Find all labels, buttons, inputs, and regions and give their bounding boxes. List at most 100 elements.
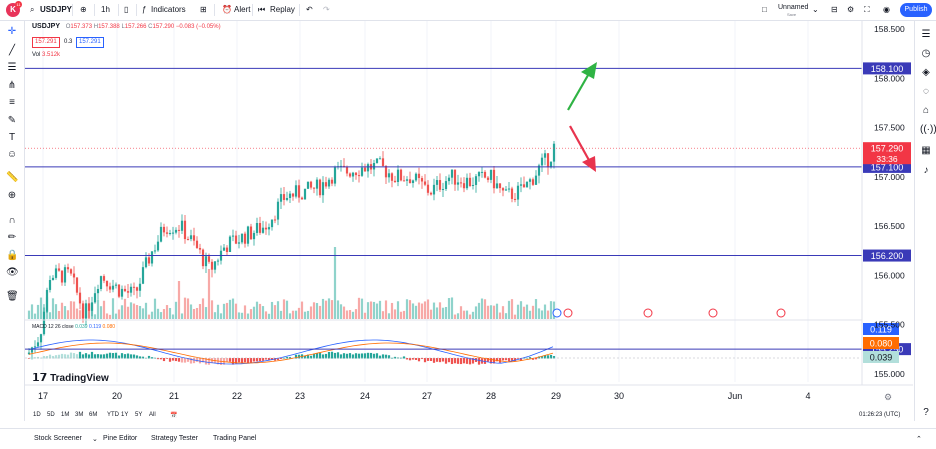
screener-chevron-down-icon[interactable]: ⌄ bbox=[92, 436, 98, 443]
ask-price-box[interactable]: 157.291 bbox=[76, 37, 104, 48]
settings-gear-icon[interactable]: ⚙ bbox=[847, 5, 855, 14]
candle-body bbox=[156, 241, 160, 251]
price-chart[interactable]: 158.100157.100156.200155.250154.250157.2… bbox=[25, 21, 913, 416]
compare-icon[interactable]: ⊕ bbox=[80, 5, 87, 14]
macd-histogram-bar bbox=[261, 358, 265, 361]
candle-type-icon[interactable]: ▯ bbox=[124, 5, 129, 14]
chat-icon[interactable]: ◌ bbox=[923, 86, 929, 97]
range-button-6m[interactable]: 6M bbox=[89, 412, 98, 418]
volume-bar bbox=[438, 302, 442, 319]
lock-drawing-icon[interactable]: ✏ bbox=[7, 232, 17, 243]
range-button-all[interactable]: All bbox=[149, 412, 156, 418]
brush-icon[interactable]: ✎ bbox=[7, 115, 17, 126]
alerts-clock-icon[interactable]: ◷ bbox=[921, 48, 931, 59]
object-tree-icon[interactable]: ◈ bbox=[922, 67, 930, 78]
volume-bar bbox=[366, 302, 370, 319]
text-icon[interactable]: T bbox=[8, 132, 16, 143]
templates-icon[interactable]: ⊞ bbox=[200, 5, 207, 14]
replay-button[interactable]: Replay bbox=[270, 5, 295, 14]
volume-bar bbox=[318, 305, 322, 319]
macd-histogram-bar bbox=[87, 354, 91, 359]
zoom-in-icon[interactable]: ⊕ bbox=[7, 190, 17, 201]
help-icon[interactable]: ? bbox=[923, 407, 929, 418]
magnet-icon[interactable]: ∩ bbox=[8, 215, 16, 226]
multi-chart-icon[interactable]: ⊟ bbox=[831, 5, 838, 14]
crosshair-icon[interactable]: ✛ bbox=[7, 26, 17, 37]
eye-icon[interactable]: 👁 bbox=[6, 267, 19, 278]
lock-icon[interactable]: 🔒 bbox=[6, 250, 19, 261]
volume-bar bbox=[60, 302, 64, 319]
utc-clock[interactable]: 01:26:23 (UTC) bbox=[859, 412, 901, 418]
volume-bar bbox=[282, 299, 286, 319]
bottom-tab-pine-editor[interactable]: Pine Editor bbox=[103, 435, 138, 442]
pitchfork-icon[interactable]: ⋔ bbox=[7, 80, 17, 91]
macd-histogram-bar bbox=[402, 356, 406, 359]
calendar-icon[interactable]: ▦ bbox=[921, 145, 931, 156]
layout-name[interactable]: Unnamed bbox=[778, 4, 809, 11]
macd-histogram-bar bbox=[48, 354, 52, 359]
macd-histogram-bar bbox=[342, 353, 346, 359]
range-button-1m[interactable]: 1M bbox=[61, 412, 70, 418]
bottom-tab-strategy-tester[interactable]: Strategy Tester bbox=[151, 435, 198, 442]
alert-button[interactable]: Alert bbox=[234, 5, 251, 14]
macd-histogram-bar bbox=[504, 358, 508, 361]
volume-bar bbox=[315, 303, 319, 319]
bid-price-box[interactable]: 157.291 bbox=[32, 37, 60, 48]
undo-icon[interactable]: ↶ bbox=[306, 5, 313, 14]
candle-body bbox=[351, 172, 355, 177]
macd-histogram-bar bbox=[162, 358, 166, 362]
bottom-tab-stock-screener[interactable]: Stock Screener bbox=[34, 435, 82, 442]
replay-icon[interactable]: ⏮ bbox=[258, 5, 266, 14]
candle-body bbox=[339, 165, 343, 167]
macd-histogram-bar bbox=[540, 356, 544, 359]
interval-selector[interactable]: 1h bbox=[101, 5, 110, 14]
range-button-1y[interactable]: 1Y bbox=[121, 412, 129, 418]
panel-collapse-icon[interactable]: ⌃ bbox=[916, 436, 922, 443]
volume-bar bbox=[33, 313, 37, 319]
symbol-selector[interactable]: USDJPY bbox=[40, 5, 73, 14]
redo-icon[interactable]: ↷ bbox=[323, 5, 330, 14]
range-button-3m[interactable]: 3M bbox=[75, 412, 84, 418]
search-icon[interactable]: ⌕ bbox=[30, 5, 35, 14]
signals-icon[interactable]: ((·)) bbox=[920, 124, 936, 135]
range-button-5d[interactable]: 5D bbox=[47, 412, 55, 418]
range-button-ytd[interactable]: YTD bbox=[107, 412, 119, 418]
emoji-icon[interactable]: ☺ bbox=[6, 149, 18, 160]
candle-body bbox=[228, 236, 232, 253]
ideas-icon[interactable]: ⌂ bbox=[922, 105, 930, 116]
trend-line-icon[interactable]: ╱ bbox=[8, 45, 16, 56]
volume-bar bbox=[534, 299, 538, 319]
macd-histogram-bar bbox=[51, 355, 55, 359]
axis-settings-icon[interactable]: ⚙ bbox=[884, 392, 892, 402]
trash-icon[interactable]: 🗑 bbox=[6, 291, 19, 302]
macd-histogram-bar bbox=[111, 353, 115, 359]
ruler-icon[interactable]: 📏 bbox=[6, 172, 19, 183]
date-range-calendar-icon[interactable]: 📅 bbox=[170, 413, 178, 419]
range-button-1d[interactable]: 1D bbox=[33, 412, 41, 418]
volume-bar bbox=[498, 312, 502, 319]
candle-body bbox=[249, 226, 253, 240]
fib-retracement-icon[interactable]: ≡ bbox=[9, 97, 15, 108]
alert-icon[interactable]: ⏰ bbox=[222, 5, 232, 14]
legend-symbol: USDJPY bbox=[32, 23, 61, 30]
layout-chevron-down-icon[interactable]: ⌄ bbox=[812, 5, 819, 14]
camera-icon[interactable]: ◉ bbox=[883, 5, 890, 14]
fullscreen-icon[interactable]: ⛶ bbox=[864, 5, 870, 14]
macd-axis-text: 0.119 bbox=[870, 325, 892, 335]
candle-body bbox=[153, 250, 157, 252]
layout-square-icon[interactable]: □ bbox=[762, 5, 767, 14]
time-tick-label: 24 bbox=[360, 391, 370, 401]
bottom-tab-trading-panel[interactable]: Trading Panel bbox=[213, 435, 257, 442]
price-tick-label: 155.500 bbox=[874, 320, 905, 330]
indicators-button[interactable]: Indicators bbox=[151, 5, 186, 14]
layout-save-label: Save bbox=[787, 12, 797, 17]
notifications-bell-icon[interactable]: ♪ bbox=[923, 165, 929, 176]
horizontal-lines-icon[interactable]: ☰ bbox=[7, 62, 17, 73]
indicators-icon[interactable]: ƒ bbox=[142, 5, 147, 14]
publish-button[interactable]: Publish bbox=[900, 3, 932, 17]
volume-bar bbox=[363, 312, 367, 319]
macd-histogram-bar bbox=[180, 358, 184, 363]
range-button-5y[interactable]: 5Y bbox=[135, 412, 143, 418]
watchlist-icon[interactable]: ☰ bbox=[921, 29, 931, 40]
macd-histogram-bar bbox=[129, 354, 133, 359]
